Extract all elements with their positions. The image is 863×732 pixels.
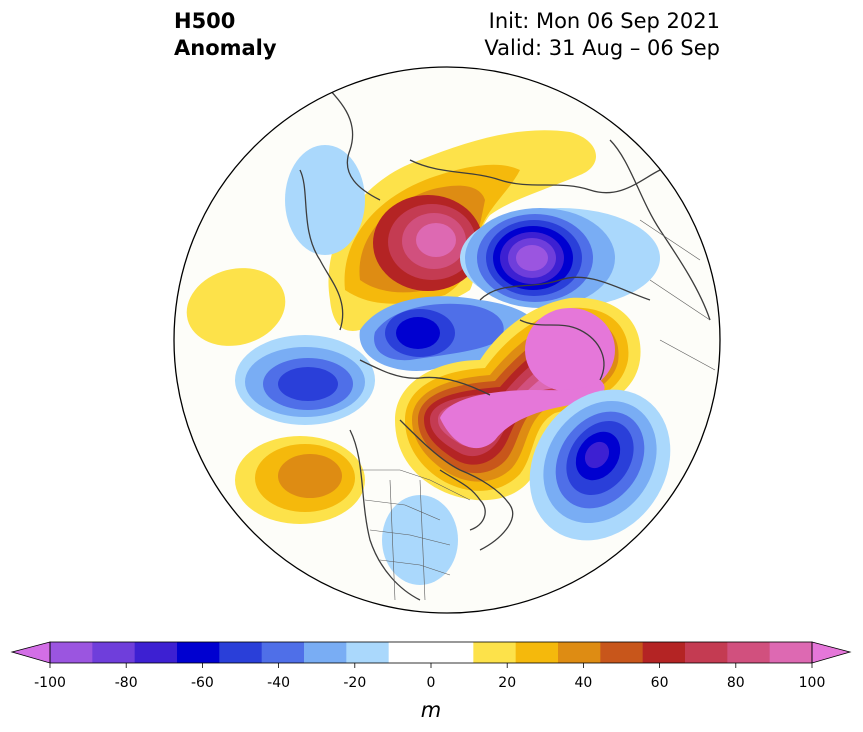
colorbar-tick-label: -60: [191, 675, 214, 691]
colorbar-tick-label: 0: [427, 675, 436, 691]
colorbar-cell: [177, 642, 220, 663]
colorbar-tick-label: 40: [574, 675, 592, 691]
colorbar-tick-label: 60: [651, 675, 669, 691]
init-time-label: Init: Mon 06 Sep 2021: [488, 9, 720, 33]
plot-title-left: H500 Anomaly: [174, 8, 277, 62]
colorbar-cells: [50, 642, 813, 663]
colorbar-cell: [92, 642, 136, 663]
title-field-name: H500: [174, 9, 236, 33]
colorbar-cell: [642, 642, 686, 663]
colorbar-cell: [473, 642, 517, 663]
colorbar-over-extension: [811, 641, 852, 664]
anomaly-trough-eastern-us: [382, 495, 458, 585]
colorbar-cell: [431, 642, 474, 663]
colorbar-under-extension: [10, 641, 51, 664]
colorbar-cell: [769, 642, 813, 663]
colorbar-cell: [50, 642, 93, 663]
anomaly-trough-kara: [460, 208, 660, 308]
colorbar-cell: [558, 642, 601, 663]
colorbar-cell: [346, 642, 390, 663]
colorbar-tick-label: 20: [498, 675, 516, 691]
title-field-type: Anomaly: [174, 36, 277, 60]
colorbar-units-label: m: [421, 698, 441, 722]
anomaly-ridge-west-pacific: [186, 268, 286, 346]
anomaly-trough-north-atlantic: [529, 389, 671, 541]
colorbar-ticks: -100 -80 -60 -40 -20 0 20 40 60 80 100: [34, 663, 825, 691]
colorbar-tick-label: -40: [267, 675, 290, 691]
anomaly-trough-north-pacific: [235, 335, 375, 425]
colorbar-cell: [261, 642, 305, 663]
coastlines: [299, 79, 711, 601]
colorbar-cell: [685, 642, 728, 663]
colorbar-tick-label: 100: [799, 675, 826, 691]
colorbar: -100 -80 -60 -40 -20 0 20 40 60 80 100 m: [10, 641, 852, 722]
colorbar-tick-label: -20: [343, 675, 366, 691]
political-borders: [360, 219, 716, 601]
colorbar-cell: [219, 642, 263, 663]
colorbar-cell: [727, 642, 771, 663]
colorbar-cell: [304, 642, 347, 663]
colorbar-cell: [515, 642, 559, 663]
plot-title-right: Init: Mon 06 Sep 2021 Valid: 31 Aug – 06…: [484, 8, 720, 62]
colorbar-cell: [388, 642, 432, 663]
polar-map: [174, 67, 720, 613]
anomaly-ridge-arctic-siberia: [328, 130, 597, 331]
colorbar-tick-label: -100: [34, 675, 66, 691]
anomaly-trough-east-siberia: [285, 145, 365, 255]
map-boundary: [173, 66, 721, 614]
colorbar-tick-label: 80: [727, 675, 745, 691]
anomaly-ridge-east-pacific: [235, 436, 365, 524]
valid-range-label: Valid: 31 Aug – 06 Sep: [484, 36, 720, 60]
anomaly-ridge-canada-greenland: [395, 297, 641, 501]
colorbar-cell: [134, 642, 178, 663]
colorbar-tick-label: -80: [115, 675, 138, 691]
colorbar-cell: [600, 642, 644, 663]
